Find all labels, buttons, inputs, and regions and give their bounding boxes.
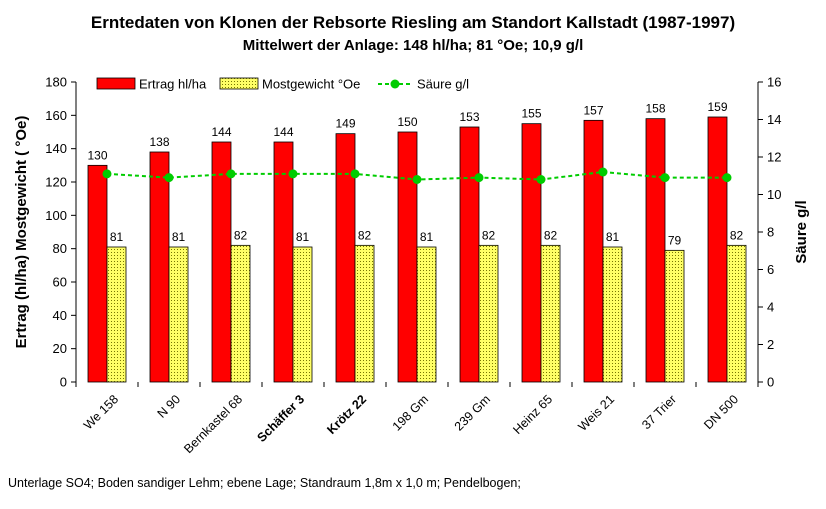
bar-mostgewicht [292,246,313,383]
data-label-ertrag: 158 [645,102,665,116]
data-label-ertrag: 144 [211,125,231,139]
data-label-ertrag: 138 [149,135,169,149]
chart-subtitle: Mittelwert der Anlage: 148 hl/ha; 81 °Oe… [243,37,584,54]
legend-swatch-mostgewicht [219,77,259,90]
x-category-label: Weis 21 [575,392,617,434]
y-tick-label: 140 [45,141,67,156]
x-category-label: Schäffer 3 [254,392,307,445]
y2-tick-label: 12 [767,150,781,165]
y-axis-title: Ertrag (hl/ha) Mostgewicht ( °Oe) [13,116,30,349]
point-saeure [660,173,670,183]
data-label-mostgewicht: 81 [172,230,186,244]
y2-tick-label: 16 [767,75,781,90]
legend-swatch-saeure-point [390,79,400,89]
y2-tick-label: 8 [767,225,774,240]
bar-mostgewicht [478,244,499,383]
bar-ertrag [87,164,108,383]
point-saeure [536,175,546,184]
bar-ertrag [149,151,170,383]
bar-mostgewicht [168,246,189,383]
data-label-ertrag: 157 [583,103,603,117]
data-label-ertrag: 130 [87,148,107,162]
y-tick-label: 20 [53,341,67,356]
y-tick-label: 0 [60,375,67,390]
x-category-label: 37 Trier [639,392,679,432]
bar-mostgewicht [354,244,375,383]
bar-ertrag [583,119,604,383]
data-label-ertrag: 150 [397,115,417,129]
x-category-label: Krötz 22 [324,392,369,437]
y-tick-label: 80 [53,241,67,256]
data-label-mostgewicht: 81 [420,230,434,244]
data-label-mostgewicht: 81 [296,230,310,244]
legend: Ertrag hl/ha Mostgewicht °Oe Säure g/l [96,77,469,92]
point-saeure [474,173,484,183]
bar-ertrag [707,116,728,383]
legend-label-mostgewicht: Mostgewicht °Oe [262,77,360,92]
bar-mostgewicht [416,246,437,383]
data-label-mostgewicht: 82 [358,228,372,242]
x-category-label: We 158 [81,392,121,432]
data-label-ertrag: 155 [521,107,541,121]
y-tick-label: 100 [45,208,67,223]
y-tick-label: 160 [45,108,67,123]
bar-ertrag [397,131,418,383]
data-label-mostgewicht: 81 [606,230,620,244]
data-label-ertrag: 159 [707,100,727,114]
y2-tick-label: 0 [767,375,774,390]
bar-mostgewicht [540,244,561,383]
legend-label-saeure: Säure g/l [417,77,469,92]
bar-mostgewicht [602,246,623,383]
data-label-mostgewicht: 82 [234,228,248,242]
chart-title: Erntedaten von Klonen der Rebsorte Riesl… [91,13,735,32]
data-label-mostgewicht: 82 [482,228,496,242]
bar-ertrag [459,126,480,383]
x-category-label: 239 Gm [452,392,493,433]
bar-mostgewicht [106,246,127,383]
bar-ertrag [211,141,232,383]
data-label-mostgewicht: 82 [730,228,744,242]
y2-tick-label: 6 [767,262,774,277]
bar-ertrag [645,118,666,383]
point-saeure [164,173,174,183]
y-tick-label: 120 [45,175,67,190]
data-label-ertrag: 153 [459,110,479,124]
data-label-mostgewicht: 79 [668,233,682,247]
legend-swatch-ertrag [96,77,136,90]
y2-axis-title: Säure g/l [793,200,810,263]
data-label-ertrag: 149 [335,117,355,131]
y-tick-label: 60 [53,275,67,290]
y-tick-label: 40 [53,308,67,323]
x-category-label: N 90 [155,392,184,421]
x-category-label: Bernkastel 68 [181,392,245,456]
point-saeure [598,167,608,177]
y2-tick-label: 14 [767,112,781,127]
y2-tick-label: 10 [767,187,781,202]
y2-tick-label: 2 [767,337,774,352]
x-category-label: DN 500 [701,392,741,432]
data-label-mostgewicht: 82 [544,228,558,242]
bar-ertrag [273,141,294,383]
data-label-ertrag: 144 [273,125,293,139]
bar-ertrag [521,123,542,383]
x-category-label: Heinz 65 [510,392,555,437]
point-saeure [350,169,360,179]
point-saeure [412,175,422,184]
legend-label-ertrag: Ertrag hl/ha [139,77,207,92]
y-tick-label: 180 [45,75,67,90]
point-saeure [102,169,112,179]
x-category-label: 198 Gm [390,392,431,433]
point-saeure [288,169,298,179]
bar-mostgewicht [664,249,685,383]
bar-mostgewicht [726,244,747,383]
point-saeure [226,169,236,179]
data-label-mostgewicht: 81 [110,230,124,244]
footnote: Unterlage SO4; Boden sandiger Lehm; eben… [8,476,521,490]
bar-mostgewicht [230,244,251,383]
point-saeure [722,173,732,183]
y2-tick-label: 4 [767,300,774,315]
plot-area: 0 20 40 60 80 100 120 140 160 180 0 2 4 6 8 10 12 14 16 130… [45,75,781,457]
